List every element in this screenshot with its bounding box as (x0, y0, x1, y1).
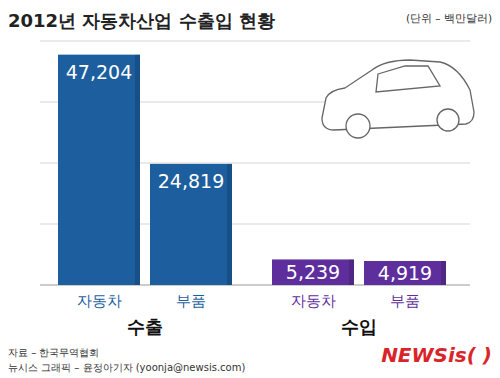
bar (58, 55, 140, 285)
chart-root: 2012년 자동차산업 수출입 현황 (단위 – 백만달러) 47,204 24,81… (0, 0, 500, 378)
watermark: NEWSis( ) (381, 343, 492, 367)
bar-shade (349, 259, 354, 285)
car-wheel (346, 114, 370, 138)
x-tick-label: 자동차 (77, 292, 122, 310)
bars (58, 55, 446, 285)
car-wheel (437, 109, 459, 131)
x-tick-label: 부품 (176, 292, 206, 310)
bar (272, 259, 354, 285)
unit: (단위 – 백만달러) (406, 12, 492, 24)
data-label: 4,919 (378, 262, 432, 284)
bar-shade (135, 55, 140, 285)
data-label: 5,239 (286, 261, 340, 283)
bar-shade (227, 164, 232, 285)
chart: 2012년 자동차산업 수출입 현황 (단위 – 백만달러) 47,204 24,81… (0, 0, 500, 378)
group-label: 수출 (127, 316, 163, 337)
credit: 뉴시스 그래픽 – 윤정아기자 (yoonja@newsis.com) (8, 362, 245, 373)
bar-shade (441, 261, 446, 285)
source: 자료 – 한국무역협회 (8, 347, 99, 358)
car-window (376, 66, 440, 92)
x-tick-label: 자동차 (291, 292, 336, 310)
bar (364, 261, 446, 285)
car-body (322, 60, 474, 130)
bar (150, 164, 232, 285)
car-icon (322, 60, 474, 138)
group-label: 수입 (341, 316, 377, 337)
data-label: 24,819 (158, 170, 224, 192)
grid-line (40, 41, 470, 42)
x-tick-label: 부품 (390, 292, 420, 310)
title: 2012년 자동차산업 수출입 현황 (8, 10, 275, 31)
data-label: 47,204 (66, 61, 132, 83)
